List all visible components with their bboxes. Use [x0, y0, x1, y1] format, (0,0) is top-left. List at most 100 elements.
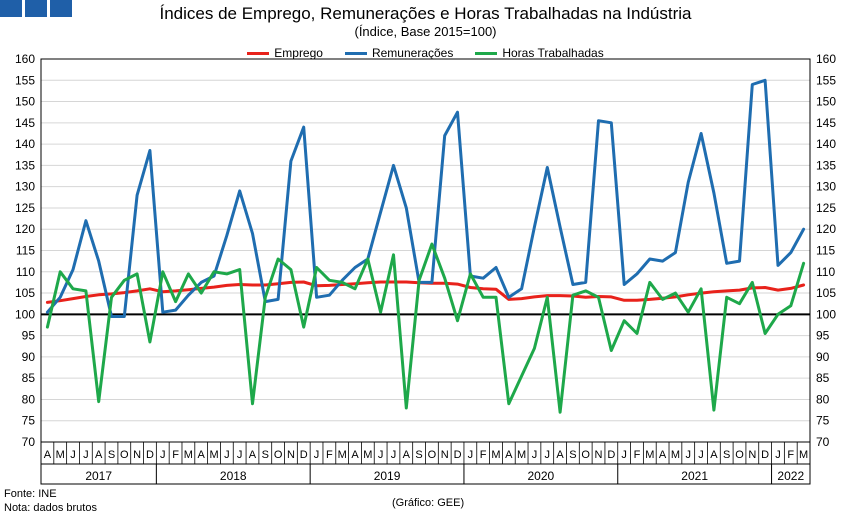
logo-block-2 [25, 0, 47, 17]
x-tick-month: M [645, 449, 654, 461]
source-note: Fonte: INE [4, 488, 57, 500]
legend-label-remuneracoes: Remunerações [371, 46, 454, 60]
x-tick-month: N [287, 449, 295, 461]
x-tick-month: O [581, 449, 590, 461]
x-tick-month: A [249, 449, 257, 461]
legend-label-horas: Horas Trabalhadas [502, 46, 604, 60]
y-tick-left-145: 145 [15, 116, 35, 130]
legend-item-horas: Horas Trabalhadas [475, 46, 604, 60]
x-tick-month: M [491, 449, 500, 461]
y-tick-left-140: 140 [15, 137, 35, 151]
x-tick-month: M [209, 449, 218, 461]
x-tick-year-2017: 2017 [85, 469, 112, 483]
x-tick-month: J [685, 449, 691, 461]
x-tick-month: A [44, 449, 52, 461]
x-tick-month: F [326, 449, 333, 461]
x-tick-month: J [468, 449, 474, 461]
x-tick-month: D [454, 449, 462, 461]
x-tick-month: A [403, 449, 411, 461]
x-tick-month: F [172, 449, 179, 461]
y-tick-right-80: 80 [816, 392, 830, 406]
chart-title: Índices de Emprego, Remunerações e Horas… [159, 4, 692, 23]
y-tick-left-75: 75 [22, 414, 36, 428]
y-tick-left-130: 130 [15, 180, 35, 194]
y-tick-right-160: 160 [816, 52, 836, 66]
y-tick-right-105: 105 [816, 286, 836, 300]
legend-label-emprego: Emprego [274, 46, 323, 60]
y-tick-right-110: 110 [816, 265, 835, 279]
x-tick-month: D [761, 449, 769, 461]
x-tick-month: O [120, 449, 129, 461]
x-tick-month: M [184, 449, 193, 461]
x-tick-month: J [698, 449, 704, 461]
y-tick-left-135: 135 [15, 158, 35, 172]
y-tick-right-75: 75 [816, 414, 830, 428]
x-tick-month: D [146, 449, 154, 461]
logo [0, 0, 72, 17]
y-tick-left-110: 110 [16, 265, 35, 279]
x-tick-month: N [441, 449, 449, 461]
x-tick-month: M [517, 449, 526, 461]
x-tick-month: A [95, 449, 103, 461]
y-tick-left-155: 155 [15, 73, 35, 87]
y-tick-right-115: 115 [816, 244, 835, 258]
x-tick-month: M [338, 449, 347, 461]
x-tick-month: S [569, 449, 576, 461]
x-tick-month: J [237, 449, 243, 461]
legend-swatch-emprego [247, 51, 270, 55]
x-tick-month: S [723, 449, 730, 461]
legend-swatch-horas [475, 51, 498, 55]
x-tick-month: J [775, 449, 781, 461]
x-tick-month: O [735, 449, 744, 461]
x-tick-month: A [556, 449, 564, 461]
y-tick-left-120: 120 [15, 222, 35, 236]
y-tick-left-70: 70 [22, 435, 36, 449]
x-tick-month: A [659, 449, 667, 461]
x-tick-month: D [300, 449, 308, 461]
legend-item-emprego: Emprego [247, 46, 323, 60]
x-tick-month: F [634, 449, 641, 461]
y-tick-right-85: 85 [816, 371, 830, 385]
x-tick-month: A [710, 449, 718, 461]
x-tick-month: J [545, 449, 551, 461]
x-tick-year-2018: 2018 [220, 469, 247, 483]
x-tick-month: J [532, 449, 538, 461]
y-tick-right-135: 135 [816, 158, 836, 172]
x-tick-month: J [621, 449, 627, 461]
x-tick-month: J [160, 449, 166, 461]
x-tick-month: A [505, 449, 513, 461]
x-tick-month: D [607, 449, 615, 461]
y-tick-right-130: 130 [816, 180, 836, 194]
y-tick-right-100: 100 [816, 307, 836, 321]
x-tick-month: F [787, 449, 794, 461]
x-tick-month: O [274, 449, 283, 461]
chart-legend: Emprego Remunerações Horas Trabalhadas [0, 46, 851, 60]
y-tick-left-160: 160 [15, 52, 35, 66]
x-tick-month: J [224, 449, 230, 461]
x-tick-month: M [56, 449, 65, 461]
x-tick-month: A [351, 449, 359, 461]
y-tick-left-150: 150 [15, 95, 35, 109]
x-tick-year-2020: 2020 [527, 469, 554, 483]
x-tick-month: M [671, 449, 680, 461]
x-tick-month: F [480, 449, 487, 461]
x-tick-month: N [595, 449, 603, 461]
y-tick-left-80: 80 [22, 392, 36, 406]
y-tick-right-120: 120 [816, 222, 836, 236]
x-tick-year-2019: 2019 [374, 469, 401, 483]
x-tick-month: N [748, 449, 756, 461]
y-tick-right-90: 90 [816, 350, 830, 364]
y-tick-right-125: 125 [816, 201, 836, 215]
chart-credit: (Gráfico: GEE) [392, 497, 465, 509]
y-tick-right-145: 145 [816, 116, 836, 130]
x-tick-month: J [70, 449, 76, 461]
x-tick-month: M [799, 449, 808, 461]
y-tick-left-85: 85 [22, 371, 36, 385]
x-tick-month: J [378, 449, 384, 461]
x-tick-month: J [83, 449, 89, 461]
series-line-1 [45, 78, 806, 318]
chart-subtitle: (Índice, Base 2015=100) [354, 24, 497, 39]
x-tick-year-2021: 2021 [681, 469, 708, 483]
x-tick-year-2022: 2022 [777, 469, 804, 483]
y-tick-right-70: 70 [816, 435, 830, 449]
